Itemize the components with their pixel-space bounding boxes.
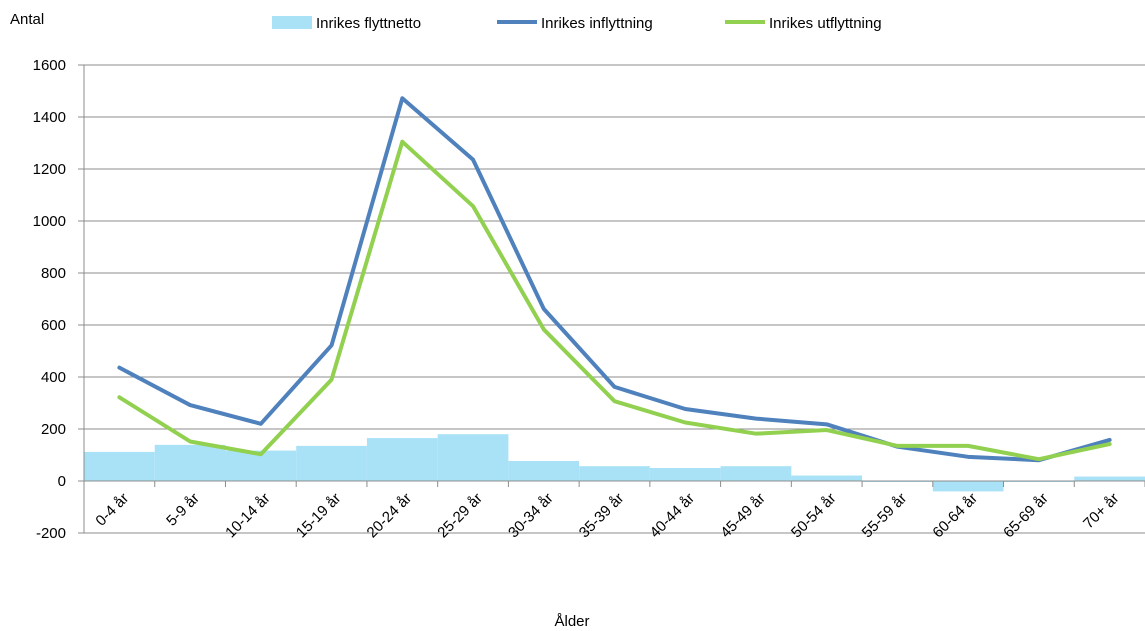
series-line [117,96,1112,463]
x-tick-label: 10-14 år [222,490,274,542]
x-tick-label: 25-29 år [434,490,486,542]
legend-label: Inrikes flyttnetto [316,15,421,32]
x-tick-label: 50-54 år [788,490,840,542]
bar [508,460,580,481]
bar [720,466,792,481]
y-tick-label: -200 [36,525,66,542]
axes [78,64,1145,534]
y-tick-label: 600 [41,317,66,334]
bar [1074,476,1145,481]
y-tick-label: 0 [58,473,66,490]
y-tick-label: 1600 [33,57,66,74]
bar [649,468,721,481]
bar [579,466,650,481]
x-tick-label: 35-39 år [576,490,628,542]
x-axis-title: Ålder [554,613,589,630]
x-tick-label: 0-4 år [92,490,132,530]
y-tick-label: 200 [41,421,66,438]
line-series [117,96,1112,463]
series-line [117,139,1112,462]
x-tick-label: 60-64 år [929,490,981,542]
bar [296,445,367,481]
x-tick-label: 30-34 år [505,490,557,542]
legend: Inrikes flyttnetto Inrikes inflyttning Inr… [272,15,882,32]
legend-label: Inrikes inflyttning [541,15,653,32]
y-tick-labels: -200 0 200 400 600 800 1000 1200 1400 1600 [33,57,66,542]
y-tick-label: 800 [41,265,66,282]
bar [791,475,863,481]
x-tick-label: 20-24 år [364,490,416,542]
bar [366,438,438,481]
y-tick-label: 1400 [33,109,66,126]
legend-swatch [272,16,312,29]
y-axis-title: Antal [10,11,44,28]
x-tick-label: 5-9 år [163,490,203,530]
bar [84,451,155,481]
legend-label: Inrikes utflyttning [769,15,882,32]
bar [154,444,226,481]
x-tick-label: 70+ år [1080,490,1122,532]
bar-series [84,434,1145,492]
y-tick-label: 400 [41,369,66,386]
x-tick-labels: 0-4 år 5-9 år 10-14 år 15-19 år 20-24 år 25-2… [92,490,1122,542]
x-tick-label: 15-19 år [293,490,345,542]
bar [437,434,509,481]
bar [932,481,1004,492]
x-tick-label: 45-49 år [717,490,769,542]
x-tick-label: 65-69 år [1000,490,1052,542]
y-tick-label: 1200 [33,161,66,178]
x-tick-label: 40-44 år [647,490,699,542]
y-tick-label: 1000 [33,213,66,230]
x-tick-label: 55-59 år [859,490,911,542]
